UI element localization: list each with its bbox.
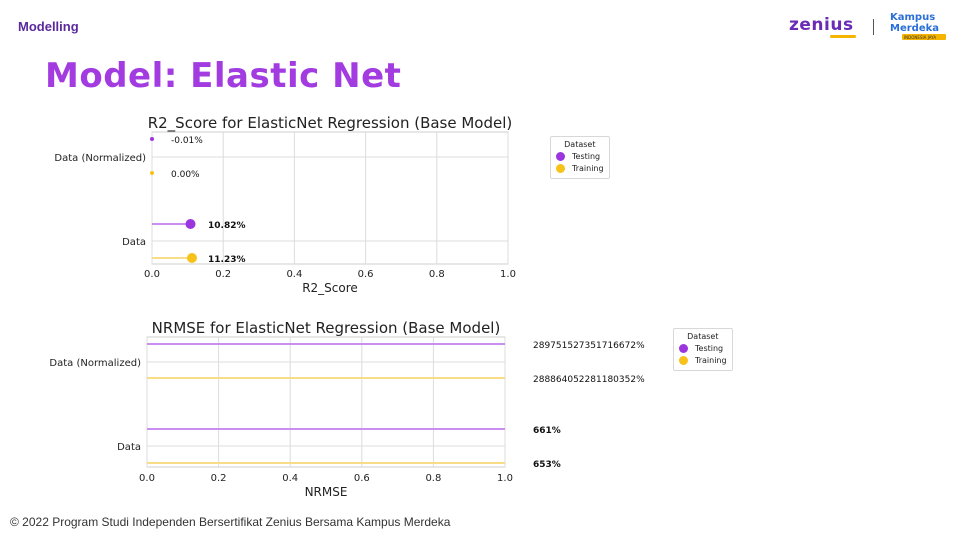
lollipop-dot-training	[186, 253, 197, 263]
y-category-label: Data	[122, 237, 146, 248]
kampus-logo-line1: Kampus	[890, 12, 935, 23]
plot-area	[151, 131, 509, 265]
legend-nrmse: Dataset Testing Training	[673, 328, 733, 371]
data-label: -0.01%	[171, 136, 203, 146]
x-tick-label: 0.4	[282, 473, 298, 484]
zenius-logo: zenius	[789, 15, 854, 35]
chart-title: NRMSE for ElasticNet Regression (Base Mo…	[152, 319, 501, 337]
legend-title: Dataset	[564, 140, 596, 149]
legend-label-training: Training	[695, 355, 727, 365]
x-tick-label: 1.0	[497, 473, 513, 484]
x-tick-label: 0.6	[354, 473, 370, 484]
section-label: Modelling	[18, 19, 79, 34]
legend-marker-training	[679, 355, 688, 365]
legend-entry-testing: Testing	[556, 150, 604, 162]
lollipop-dot-training	[150, 171, 154, 175]
y-category-label: Data (Normalized)	[49, 358, 141, 369]
legend-label-testing: Testing	[572, 151, 601, 161]
data-label: 0.00%	[171, 170, 200, 180]
legend-entry-training: Training	[679, 354, 727, 366]
legend-entry-testing: Testing	[679, 342, 727, 354]
data-label: 288864052281180352%	[533, 375, 645, 385]
plot-area	[146, 336, 506, 468]
data-label: 661%	[533, 426, 561, 436]
x-axis-label: NRMSE	[305, 485, 348, 499]
legend-label-training: Training	[572, 163, 604, 173]
legend-marker-testing	[556, 151, 565, 161]
legend-entry-training: Training	[556, 162, 604, 174]
page-title: Model: Elastic Net	[45, 56, 402, 96]
logo-divider	[873, 19, 874, 35]
data-label: 10.82%	[208, 221, 246, 231]
x-tick-label: 0.2	[215, 269, 231, 280]
zenius-logo-underline	[830, 35, 856, 38]
data-label: 289751527351716672%	[533, 341, 645, 351]
legend-title: Dataset	[687, 332, 719, 341]
kampus-logo-line2: Merdeka	[890, 23, 939, 34]
x-tick-label: 0.0	[139, 473, 155, 484]
lollipop-dot-testing	[185, 219, 196, 229]
x-tick-label: 1.0	[500, 269, 516, 280]
x-tick-label: 0.2	[211, 473, 227, 484]
legend-label-testing: Testing	[695, 343, 724, 353]
chart-title: R2_Score for ElasticNet Regression (Base…	[148, 114, 513, 133]
legend-r2: Dataset Testing Training	[550, 136, 610, 179]
x-tick-label: 0.0	[144, 269, 160, 280]
lollipop-dot-testing	[150, 137, 154, 141]
legend-marker-training	[556, 163, 565, 173]
x-tick-label: 0.6	[358, 269, 374, 280]
data-label: 653%	[533, 460, 561, 470]
x-tick-label: 0.4	[286, 269, 302, 280]
y-category-label: Data (Normalized)	[54, 153, 146, 164]
x-axis-label: R2_Score	[302, 281, 358, 295]
footer-copyright: © 2022 Program Studi Independen Berserti…	[10, 515, 451, 529]
kampus-logo-line3: INDONESIA JAYA	[904, 35, 936, 40]
y-category-label: Data	[117, 442, 141, 453]
kampus-merdeka-logo: Kampus Merdeka INDONESIA JAYA	[890, 12, 946, 40]
legend-marker-testing	[679, 343, 688, 353]
x-tick-label: 0.8	[429, 269, 445, 280]
data-label: 11.23%	[208, 255, 246, 265]
x-tick-label: 0.8	[425, 473, 441, 484]
